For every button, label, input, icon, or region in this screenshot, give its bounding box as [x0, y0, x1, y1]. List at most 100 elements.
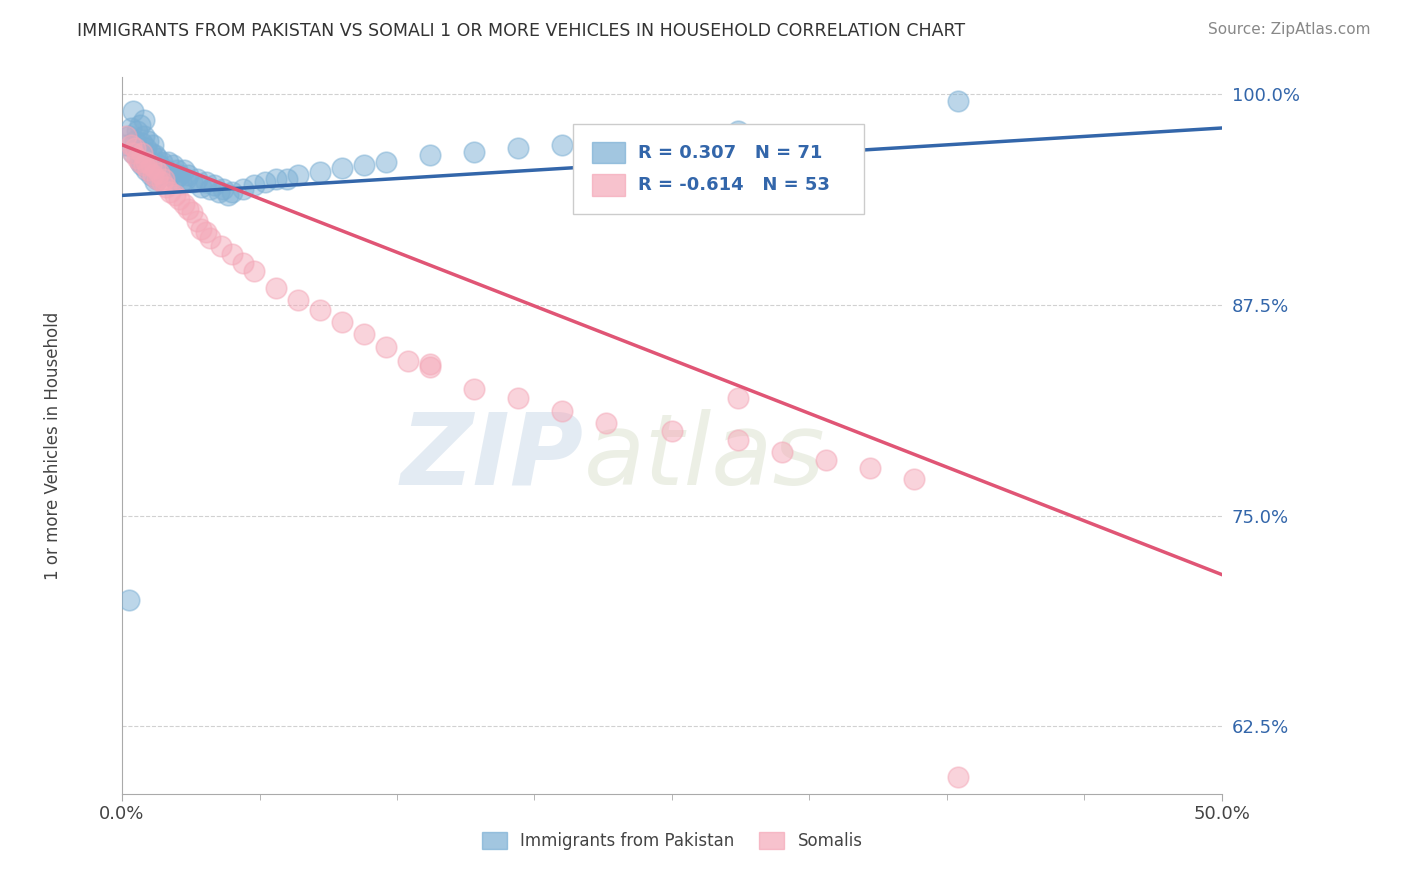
- Point: [120, 137, 142, 152]
- Point: [330, 315, 353, 329]
- Point: [142, 137, 165, 152]
- FancyBboxPatch shape: [592, 174, 624, 195]
- Point: [131, 136, 153, 150]
- Point: [127, 141, 149, 155]
- Point: [138, 163, 160, 178]
- Point: [551, 137, 574, 152]
- Point: [177, 168, 200, 182]
- Point: [186, 213, 208, 227]
- Point: [139, 168, 162, 182]
- Point: [463, 382, 485, 396]
- Point: [309, 303, 332, 318]
- Point: [132, 158, 155, 172]
- Point: [148, 167, 170, 181]
- Point: [419, 148, 441, 162]
- Point: [163, 188, 186, 202]
- Point: [153, 163, 176, 178]
- Point: [353, 158, 375, 172]
- Point: [135, 163, 157, 178]
- Point: [167, 168, 190, 182]
- Point: [124, 141, 146, 155]
- Point: [204, 178, 226, 193]
- Point: [174, 171, 197, 186]
- Point: [146, 152, 169, 166]
- Point: [146, 171, 169, 186]
- Point: [375, 340, 398, 354]
- Point: [859, 461, 882, 475]
- Point: [148, 158, 170, 172]
- Point: [122, 146, 145, 161]
- Point: [506, 391, 529, 405]
- Point: [117, 129, 139, 144]
- Point: [506, 141, 529, 155]
- Point: [186, 171, 208, 186]
- Point: [232, 182, 254, 196]
- Point: [946, 770, 969, 784]
- Point: [138, 135, 160, 149]
- Point: [814, 453, 837, 467]
- Point: [139, 158, 162, 172]
- Point: [163, 171, 186, 186]
- Text: ZIP: ZIP: [401, 409, 583, 506]
- Point: [903, 471, 925, 485]
- Point: [162, 158, 184, 172]
- Point: [128, 118, 150, 132]
- Point: [131, 158, 153, 172]
- Point: [190, 180, 212, 194]
- Point: [115, 137, 138, 152]
- Point: [128, 154, 150, 169]
- Point: [243, 178, 266, 193]
- Point: [124, 135, 146, 149]
- Point: [396, 353, 419, 368]
- Point: [209, 239, 232, 253]
- Point: [770, 444, 793, 458]
- Point: [120, 120, 142, 135]
- Text: IMMIGRANTS FROM PAKISTAN VS SOMALI 1 OR MORE VEHICLES IN HOUSEHOLD CORRELATION C: IMMIGRANTS FROM PAKISTAN VS SOMALI 1 OR …: [77, 22, 966, 40]
- Point: [198, 182, 221, 196]
- Point: [153, 171, 176, 186]
- Text: Source: ZipAtlas.com: Source: ZipAtlas.com: [1208, 22, 1371, 37]
- Point: [173, 163, 195, 178]
- Point: [157, 154, 180, 169]
- Point: [132, 129, 155, 144]
- Point: [198, 230, 221, 244]
- Point: [212, 182, 235, 196]
- Point: [122, 146, 145, 161]
- Text: 1 or more Vehicles in Household: 1 or more Vehicles in Household: [45, 312, 62, 580]
- Point: [143, 161, 166, 176]
- Point: [173, 197, 195, 211]
- Point: [419, 360, 441, 375]
- Point: [221, 247, 243, 261]
- Legend: Immigrants from Pakistan, Somalis: Immigrants from Pakistan, Somalis: [475, 825, 869, 857]
- Point: [221, 185, 243, 199]
- Point: [143, 148, 166, 162]
- FancyBboxPatch shape: [592, 142, 624, 163]
- Point: [683, 128, 706, 142]
- Point: [208, 185, 231, 199]
- Point: [115, 129, 138, 144]
- Point: [264, 171, 287, 186]
- Point: [232, 256, 254, 270]
- Point: [143, 175, 166, 189]
- Point: [167, 192, 190, 206]
- Point: [194, 175, 217, 189]
- Point: [139, 146, 162, 161]
- Text: atlas: atlas: [583, 409, 825, 506]
- Point: [155, 180, 177, 194]
- Text: R = -0.614   N = 53: R = -0.614 N = 53: [638, 176, 830, 194]
- FancyBboxPatch shape: [574, 124, 865, 213]
- Point: [375, 154, 398, 169]
- Point: [253, 175, 276, 189]
- Point: [551, 404, 574, 418]
- Point: [146, 171, 169, 186]
- Point: [181, 205, 204, 219]
- Point: [309, 165, 332, 179]
- Point: [330, 161, 353, 176]
- Point: [595, 416, 617, 430]
- Point: [727, 124, 749, 138]
- Point: [353, 326, 375, 341]
- Point: [287, 168, 309, 182]
- Point: [243, 264, 266, 278]
- Point: [287, 293, 309, 307]
- Point: [155, 163, 177, 178]
